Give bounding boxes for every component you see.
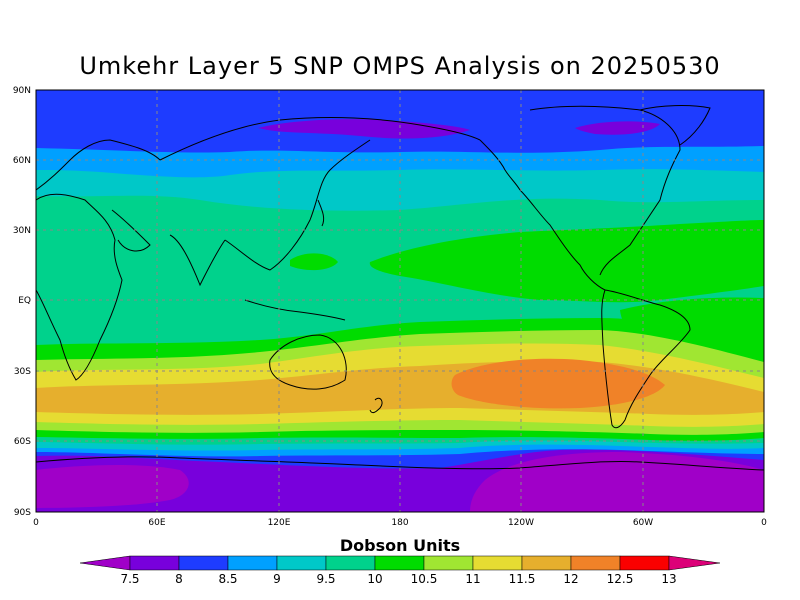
colorbar-label: 8: [175, 572, 183, 586]
colorbar-label: 12: [563, 572, 578, 586]
lon-label: 120W: [508, 518, 534, 528]
colorbar-title: Dobson Units: [339, 536, 461, 555]
colorbar-label: 11: [465, 572, 480, 586]
colorbar-segment: [521, 555, 572, 571]
coast-alaska: [479, 139, 521, 191]
colorbar-label: 9.5: [316, 572, 335, 586]
coast-asia-east: [224, 139, 371, 271]
colorbar-segment: [423, 555, 474, 571]
lat-label: 30N: [13, 226, 31, 236]
colorbar-label: 7.5: [120, 572, 139, 586]
band-10-5-wpac: [290, 253, 338, 271]
coast-greenland: [639, 105, 711, 146]
lat-label: 90S: [14, 508, 31, 518]
band-10-5-pacific: [369, 220, 764, 303]
colorbar-segment: [178, 555, 229, 571]
coast-south-america: [601, 289, 691, 429]
coastlines: [36, 105, 764, 471]
colorbar-label: 10.5: [411, 572, 438, 586]
colorbar-segment: [129, 555, 180, 571]
colorbar-label: 9: [273, 572, 281, 586]
colorbar-label: 10: [367, 572, 382, 586]
colorbar-segment: [227, 555, 278, 571]
lat-label: 90N: [13, 86, 31, 96]
colorbar-label: 12.5: [607, 572, 634, 586]
lat-label: 60S: [14, 437, 31, 447]
coast-india: [169, 234, 226, 287]
coast-antarctica: [36, 456, 764, 471]
colorbar-label: 8.5: [218, 572, 237, 586]
colorbar-arrow-low: [79, 555, 131, 571]
lon-label: 120E: [268, 518, 291, 528]
coast-europe: [36, 139, 161, 191]
coast-indonesia: [244, 299, 346, 321]
colorbar-arrow-high: [668, 555, 721, 571]
lat-axis: 90N 60N 30N EQ 30S 60S 90S: [13, 86, 31, 518]
lon-label: 0: [761, 518, 767, 528]
coast-japan: [317, 199, 325, 227]
map-frame: [35, 89, 765, 513]
coast-siberia: [159, 117, 481, 161]
lon-label: 60E: [148, 518, 165, 528]
lat-label: 60N: [13, 156, 31, 166]
colorbar-label: 11.5: [509, 572, 536, 586]
colorbar-segment: [325, 555, 376, 571]
colorbar-segment: [619, 555, 670, 571]
lon-label: 60W: [633, 518, 653, 528]
coast-australia: [269, 334, 347, 390]
colorbar: 7.5 8 8.5 9 9.5 10 10.5 11 11.5 12 12.5 13: [79, 555, 721, 586]
colorbar-segment: [374, 555, 425, 571]
colorbar-label: 13: [661, 572, 676, 586]
lon-label: 0: [33, 518, 39, 528]
grid: [36, 90, 764, 512]
coast-north-america: [519, 189, 606, 291]
coast-north-america-east: [529, 105, 681, 276]
coast-arabia: [111, 209, 151, 252]
colorbar-segment: [276, 555, 327, 571]
colorbar-segment: [472, 555, 523, 571]
band-7-5-south-a: [36, 465, 189, 508]
colorbar-segment: [570, 555, 621, 571]
band-7-5-south-b: [470, 452, 764, 512]
lat-label: 30S: [14, 367, 31, 377]
lon-label: 180: [391, 518, 408, 528]
lat-label: EQ: [18, 296, 31, 306]
coast-africa: [36, 193, 123, 381]
lon-axis: 0 60E 120E 180 120W 60W 0: [33, 518, 767, 528]
map-title: Umkehr Layer 5 SNP OMPS Analysis on 2025…: [79, 52, 721, 80]
band-8-north-greenland: [575, 121, 660, 135]
coast-nz: [369, 397, 383, 414]
